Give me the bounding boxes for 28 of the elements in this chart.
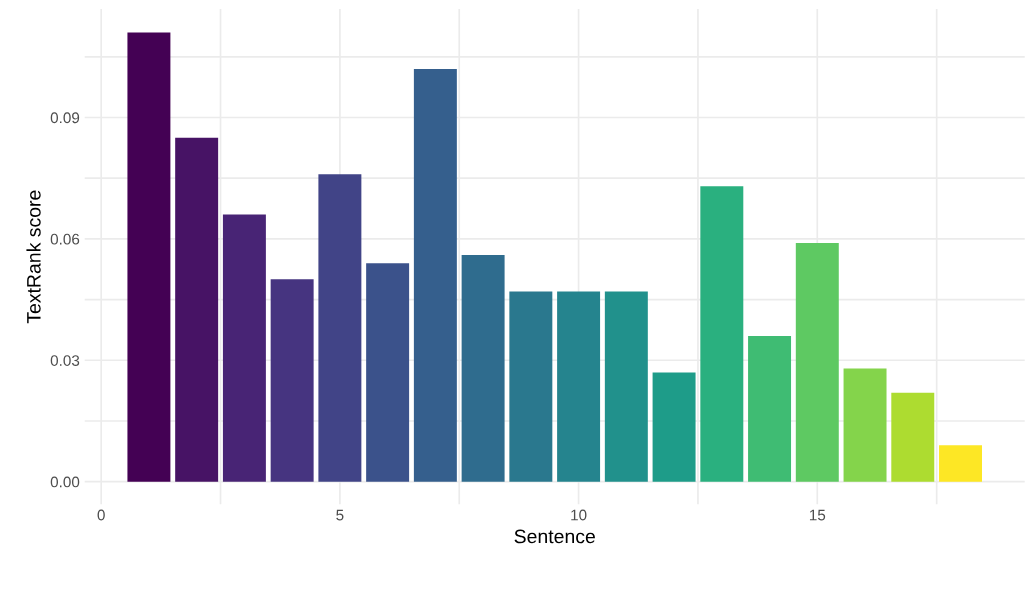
y-tick-label: 0.09: [50, 112, 80, 124]
y-axis-title: TextRank score: [26, 190, 41, 324]
x-tick-label: 10: [571, 509, 587, 521]
bar: [891, 392, 935, 482]
x-tick-label: 0: [97, 509, 105, 521]
bar: [318, 174, 362, 482]
y-tick-label: 0.00: [50, 476, 80, 488]
bar: [795, 242, 839, 482]
y-tick-label: 0.06: [50, 233, 80, 245]
y-tick-label: 0.03: [50, 355, 80, 366]
bar: [366, 263, 410, 482]
bar: [604, 291, 648, 482]
x-tick-label: 15: [809, 509, 826, 521]
bar: [509, 291, 553, 482]
bar: [652, 372, 696, 482]
bar: [748, 336, 792, 482]
bar: [270, 279, 314, 482]
x-axis-title: Sentence: [514, 529, 595, 544]
bar: [939, 445, 983, 482]
bar: [700, 186, 744, 482]
bar: [461, 255, 505, 482]
bar: [413, 68, 457, 482]
bar: [557, 291, 601, 482]
bar: [127, 32, 171, 482]
bar: [175, 137, 219, 482]
x-tick-label: 5: [336, 509, 344, 521]
bar: [843, 368, 887, 482]
bar: [222, 214, 266, 482]
